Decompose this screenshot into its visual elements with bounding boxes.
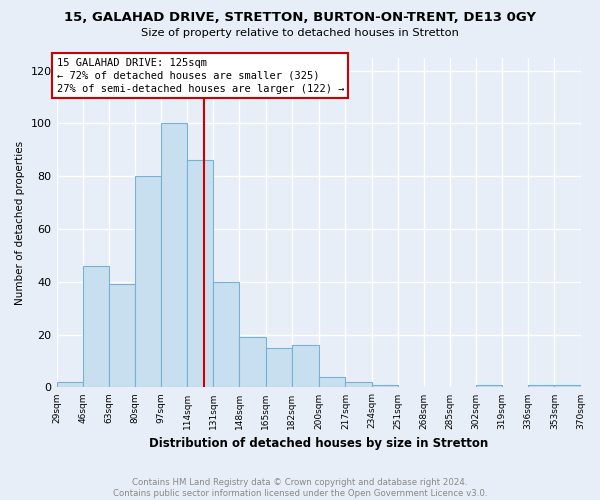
Text: 15, GALAHAD DRIVE, STRETTON, BURTON-ON-TRENT, DE13 0GY: 15, GALAHAD DRIVE, STRETTON, BURTON-ON-T… <box>64 11 536 24</box>
Bar <box>109 284 135 388</box>
Bar <box>292 345 319 388</box>
Bar <box>161 124 187 388</box>
Bar <box>554 385 581 388</box>
Bar <box>319 377 346 388</box>
Text: Contains HM Land Registry data © Crown copyright and database right 2024.
Contai: Contains HM Land Registry data © Crown c… <box>113 478 487 498</box>
Bar <box>187 160 213 388</box>
Bar <box>346 382 371 388</box>
Bar <box>135 176 161 388</box>
Bar <box>56 382 83 388</box>
Bar <box>371 385 398 388</box>
Bar <box>266 348 292 388</box>
Bar <box>528 385 554 388</box>
Bar <box>83 266 109 388</box>
Text: 15 GALAHAD DRIVE: 125sqm
← 72% of detached houses are smaller (325)
27% of semi-: 15 GALAHAD DRIVE: 125sqm ← 72% of detach… <box>56 58 344 94</box>
Text: Size of property relative to detached houses in Stretton: Size of property relative to detached ho… <box>141 28 459 38</box>
Y-axis label: Number of detached properties: Number of detached properties <box>15 140 25 304</box>
Bar <box>213 282 239 388</box>
X-axis label: Distribution of detached houses by size in Stretton: Distribution of detached houses by size … <box>149 437 488 450</box>
Bar <box>476 385 502 388</box>
Bar <box>239 338 266 388</box>
